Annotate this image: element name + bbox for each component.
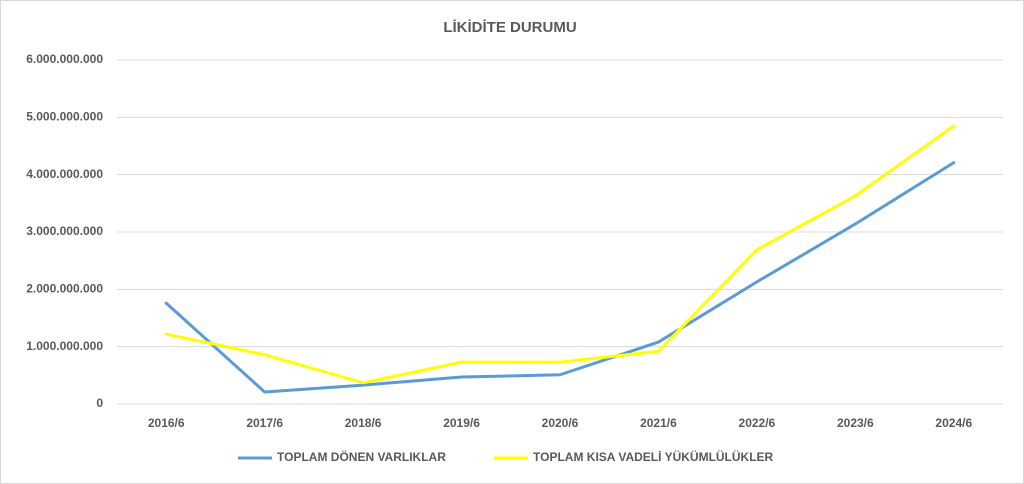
legend-label: TOPLAM KISA VADELİ YÜKÜMLÜLÜKLER	[533, 449, 774, 464]
y-tick-label: 6.000.000.000	[26, 52, 103, 66]
y-tick-label: 2.000.000.000	[26, 282, 103, 296]
x-tick-label: 2022/6	[739, 416, 776, 430]
legend-label: TOPLAM DÖNEN VARLIKLAR	[277, 449, 446, 464]
y-tick-label: 3.000.000.000	[26, 224, 103, 238]
x-tick-label: 2023/6	[837, 416, 874, 430]
chart-title: LİKİDİTE DURUMU	[443, 19, 576, 36]
y-tick-label: 4.000.000.000	[26, 167, 103, 181]
y-tick-label: 1.000.000.000	[26, 339, 103, 353]
y-tick-label: 5.000.000.000	[26, 110, 103, 124]
y-tick-label: 0	[96, 396, 103, 410]
x-tick-label: 2020/6	[542, 416, 579, 430]
x-tick-label: 2019/6	[443, 416, 480, 430]
x-tick-label: 2024/6	[935, 416, 972, 430]
x-tick-label: 2021/6	[640, 416, 677, 430]
series-line	[164, 161, 956, 394]
series-line	[164, 124, 956, 385]
x-tick-label: 2016/6	[148, 416, 185, 430]
x-tick-label: 2017/6	[246, 416, 283, 430]
x-tick-label: 2018/6	[345, 416, 382, 430]
